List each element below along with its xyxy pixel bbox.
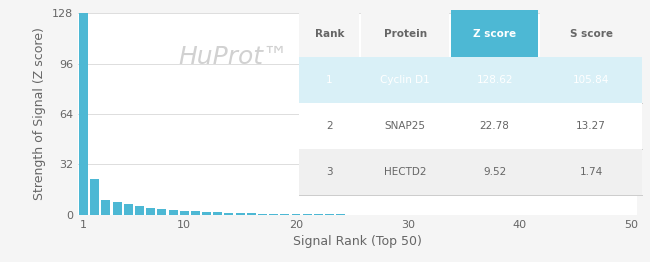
Bar (236, 213, 244, 215)
Text: 13.27: 13.27 (576, 121, 606, 131)
Bar (124, 204, 133, 215)
Bar (280, 214, 289, 215)
Text: 105.84: 105.84 (573, 75, 609, 85)
Bar (540, 10, 642, 57)
Text: S score: S score (569, 29, 613, 39)
Bar (299, 10, 359, 57)
Bar (299, 103, 642, 149)
Bar (325, 214, 334, 215)
Text: 128.62: 128.62 (476, 75, 513, 85)
Bar (79, 12, 88, 215)
Text: 22.78: 22.78 (480, 121, 510, 131)
Bar (146, 208, 155, 215)
Text: 1: 1 (326, 75, 333, 85)
Text: SNAP25: SNAP25 (385, 121, 426, 131)
Bar (180, 211, 188, 215)
Text: Rank: Rank (315, 29, 344, 39)
Bar (258, 214, 267, 215)
Bar (112, 202, 122, 215)
Bar (314, 214, 323, 215)
Text: Cyclin D1: Cyclin D1 (380, 75, 430, 85)
Y-axis label: Strength of Signal (Z score): Strength of Signal (Z score) (33, 28, 46, 200)
Bar (224, 213, 233, 215)
Bar (135, 206, 144, 215)
Text: Z score: Z score (473, 29, 516, 39)
Bar (168, 210, 177, 215)
Bar (213, 212, 222, 215)
Text: HECTD2: HECTD2 (384, 167, 426, 177)
Bar (299, 149, 642, 195)
Bar (292, 214, 300, 215)
Bar (90, 179, 99, 215)
Bar (450, 10, 538, 57)
Bar (269, 214, 278, 215)
Text: Protein: Protein (384, 29, 426, 39)
Bar (247, 213, 255, 215)
Text: 9.52: 9.52 (483, 167, 506, 177)
Bar (191, 211, 200, 215)
Text: 3: 3 (326, 167, 333, 177)
Bar (101, 200, 111, 215)
Bar (361, 10, 449, 57)
Bar (299, 57, 642, 103)
Text: 1.74: 1.74 (580, 167, 603, 177)
Text: 2: 2 (326, 121, 333, 131)
Bar (202, 212, 211, 215)
Bar (303, 214, 311, 215)
Bar (157, 209, 166, 215)
Text: HuProt™: HuProt™ (179, 46, 289, 69)
X-axis label: Signal Rank (Top 50): Signal Rank (Top 50) (293, 235, 422, 248)
